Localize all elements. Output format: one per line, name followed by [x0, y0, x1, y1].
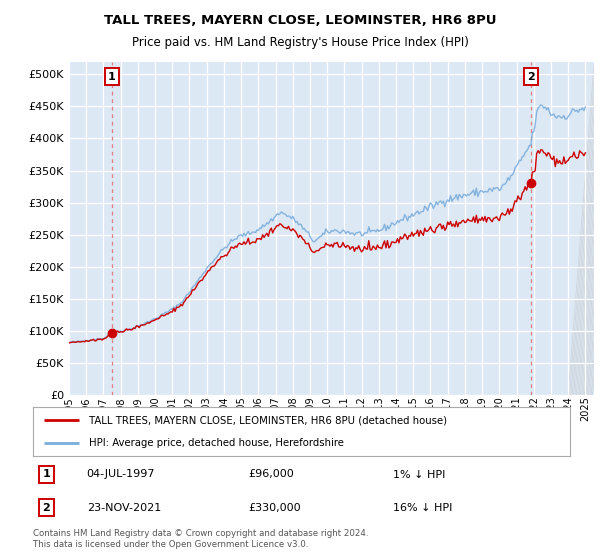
Text: 04-JUL-1997: 04-JUL-1997	[87, 469, 155, 479]
Text: TALL TREES, MAYERN CLOSE, LEOMINSTER, HR6 8PU: TALL TREES, MAYERN CLOSE, LEOMINSTER, HR…	[104, 14, 496, 27]
Bar	[568, 62, 594, 395]
Text: 1: 1	[43, 469, 50, 479]
Text: 1% ↓ HPI: 1% ↓ HPI	[393, 469, 445, 479]
Text: 2: 2	[527, 72, 535, 82]
Text: £330,000: £330,000	[248, 502, 301, 512]
Text: 2: 2	[43, 502, 50, 512]
Text: £96,000: £96,000	[248, 469, 293, 479]
Text: Price paid vs. HM Land Registry's House Price Index (HPI): Price paid vs. HM Land Registry's House …	[131, 36, 469, 49]
Text: 16% ↓ HPI: 16% ↓ HPI	[393, 502, 452, 512]
Text: 23-NOV-2021: 23-NOV-2021	[87, 502, 161, 512]
Text: 1: 1	[108, 72, 116, 82]
Text: Contains HM Land Registry data © Crown copyright and database right 2024.
This d: Contains HM Land Registry data © Crown c…	[33, 529, 368, 549]
Text: HPI: Average price, detached house, Herefordshire: HPI: Average price, detached house, Here…	[89, 438, 344, 448]
Text: TALL TREES, MAYERN CLOSE, LEOMINSTER, HR6 8PU (detached house): TALL TREES, MAYERN CLOSE, LEOMINSTER, HR…	[89, 416, 448, 426]
